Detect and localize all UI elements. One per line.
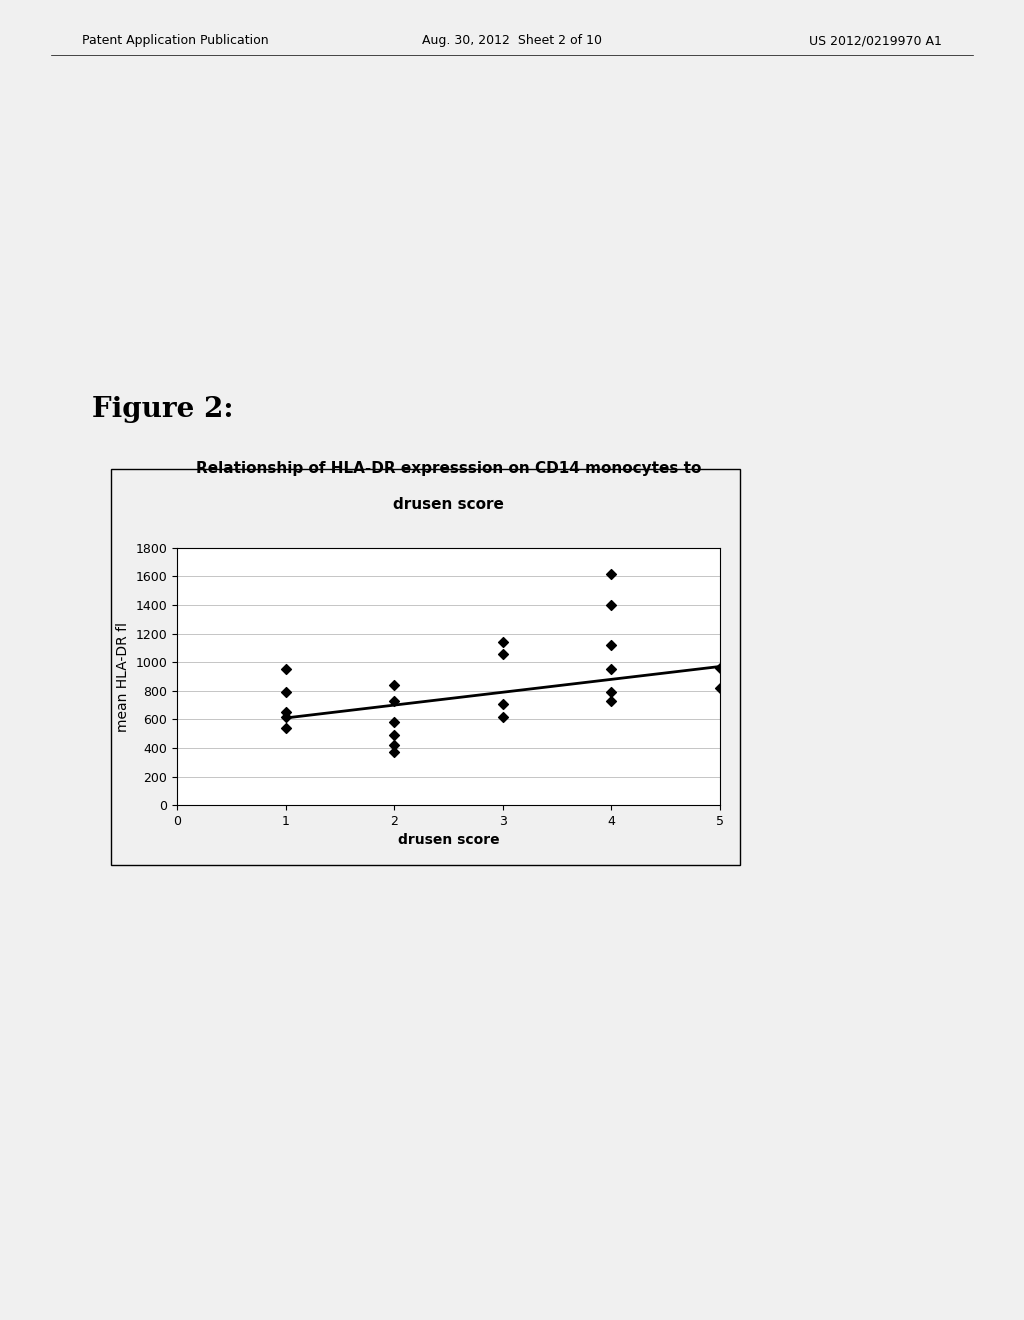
Point [603, 681, 620, 702]
Point [712, 657, 728, 678]
Point [603, 635, 620, 656]
Point [495, 632, 511, 653]
Point [386, 741, 402, 762]
Point [386, 675, 402, 696]
Point [386, 690, 402, 711]
Point [495, 693, 511, 714]
Point [712, 677, 728, 698]
Point [495, 643, 511, 664]
Text: Figure 2:: Figure 2: [92, 396, 233, 422]
Point [386, 734, 402, 755]
Text: US 2012/0219970 A1: US 2012/0219970 A1 [809, 34, 942, 48]
Point [278, 718, 294, 739]
Point [603, 564, 620, 585]
X-axis label: drusen score: drusen score [397, 833, 500, 847]
Text: Aug. 30, 2012  Sheet 2 of 10: Aug. 30, 2012 Sheet 2 of 10 [422, 34, 602, 48]
Point [603, 659, 620, 680]
Text: Relationship of HLA-DR expresssion on CD14 monocytes to: Relationship of HLA-DR expresssion on CD… [196, 461, 701, 477]
Point [278, 681, 294, 702]
Point [495, 706, 511, 727]
Point [278, 706, 294, 727]
Point [603, 594, 620, 615]
Text: Patent Application Publication: Patent Application Publication [82, 34, 268, 48]
Y-axis label: mean HLA-DR fl: mean HLA-DR fl [116, 622, 130, 731]
Point [386, 725, 402, 746]
Point [278, 659, 294, 680]
Point [278, 702, 294, 723]
Text: drusen score: drusen score [393, 496, 504, 512]
Point [603, 690, 620, 711]
Point [386, 711, 402, 733]
